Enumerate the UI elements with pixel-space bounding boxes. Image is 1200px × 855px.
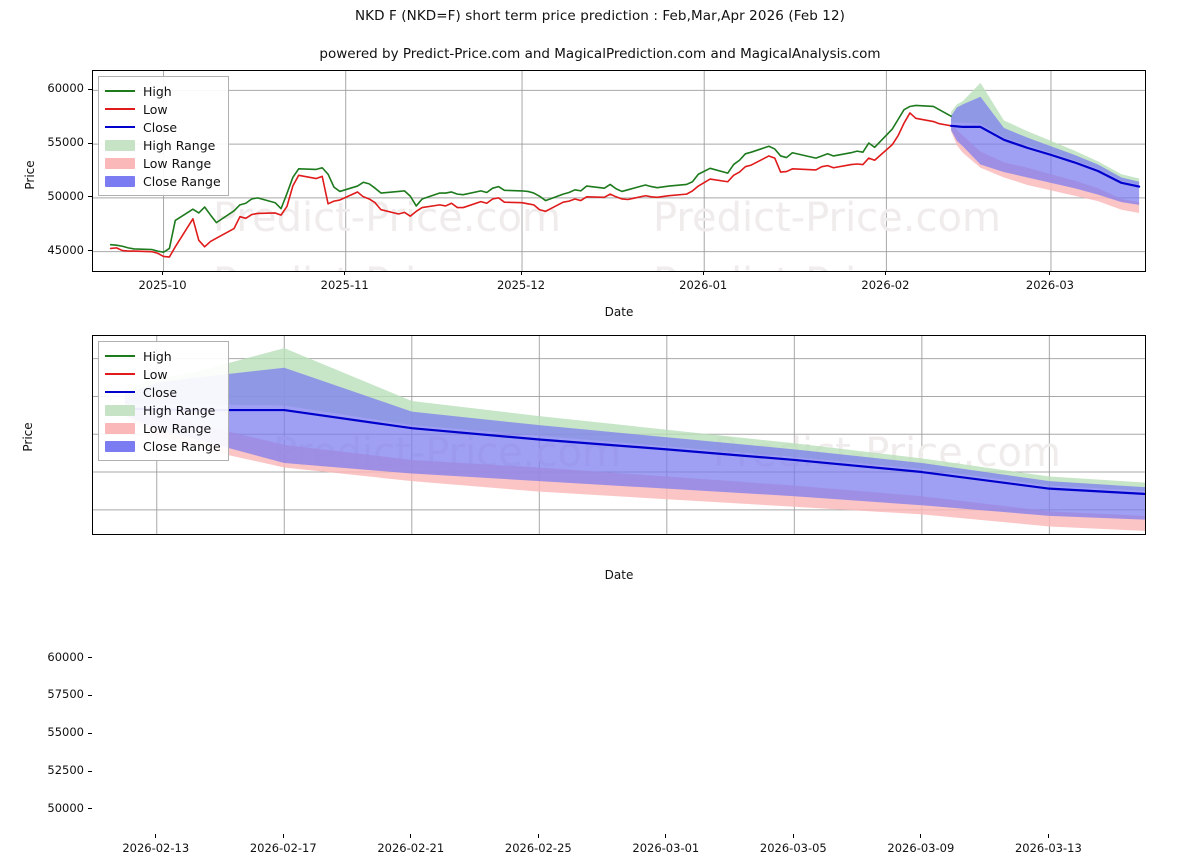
legend-label: Low [143, 366, 168, 382]
zoom-legend-item: Close [105, 383, 221, 401]
x-tick-label: 2026-03-13 [1014, 841, 1082, 855]
overview-legend-item: Close [105, 118, 221, 136]
x-tick-label: 2026-02-17 [249, 841, 317, 855]
x-tick-label: 2026-02 [861, 278, 910, 292]
legend-swatch-patch-icon [105, 175, 135, 187]
svg-text:Predict-Price.com: Predict-Price.com [653, 260, 1001, 271]
overview-legend-item: High Range [105, 136, 221, 154]
svg-text:Predict-Price.com: Predict-Price.com [213, 195, 561, 241]
zoom-legend-item: Low [105, 365, 221, 383]
x-tick-label: 2025-12 [496, 278, 546, 292]
overview-plot-area: Predict-Price.com Predict-Price.com Predic… [92, 70, 1146, 272]
x-tick-mark [282, 834, 284, 838]
zoom-legend-item: High Range [105, 401, 221, 419]
legend-swatch-line-icon [105, 386, 135, 398]
overview-x-axis-label: Date [604, 305, 634, 319]
svg-text:Predict-Price.com: Predict-Price.com [213, 260, 561, 271]
overview-legend-item: Low Range [105, 154, 221, 172]
legend-label: Low Range [143, 420, 212, 436]
legend-label: Close Range [143, 173, 221, 189]
y-tick-mark [88, 694, 92, 696]
zoom-chart-panel: Price Date Predict-Price.comPredict-Pric… [0, 300, 1200, 855]
overview-legend-item: Close Range [105, 172, 221, 190]
y-tick-mark [88, 732, 92, 734]
x-tick-mark [702, 271, 704, 275]
legend-swatch-patch-icon [105, 440, 135, 452]
legend-swatch-line-icon [105, 103, 135, 115]
x-tick-label: 2026-01 [679, 278, 728, 292]
legend-swatch-line-icon [105, 350, 135, 362]
legend-swatch-patch-icon [105, 404, 135, 416]
page-title: NKD F (NKD=F) short term price predictio… [354, 8, 846, 24]
legend-label: High Range [143, 137, 216, 153]
y-tick-label: 60000 [47, 81, 84, 96]
zoom-x-axis-label: Date [604, 568, 634, 582]
zoom-legend: High Low Close High Range Low Range Close Ran… [98, 341, 229, 461]
zoom-legend-item: Low Range [105, 419, 221, 437]
legend-swatch-patch-icon [105, 157, 135, 169]
x-tick-mark [884, 271, 886, 275]
y-tick-label: 55000 [47, 135, 84, 150]
x-tick-label: 2026-03 [1025, 278, 1074, 292]
zoom-legend-item: Close Range [105, 437, 221, 455]
x-tick-mark [920, 834, 922, 838]
y-tick-mark [88, 770, 92, 772]
y-tick-label: 60000 [47, 649, 84, 664]
y-tick-mark [88, 196, 92, 198]
x-tick-label: 2026-02-21 [377, 841, 445, 855]
y-tick-mark [88, 808, 92, 810]
legend-label: High [143, 348, 172, 364]
x-tick-label: 2026-03-01 [632, 841, 700, 855]
y-tick-label: 52500 [47, 763, 84, 778]
y-tick-mark [88, 88, 92, 90]
x-tick-label: 2026-03-05 [759, 841, 827, 855]
x-tick-mark [155, 834, 157, 838]
x-tick-mark [1049, 271, 1051, 275]
x-tick-mark [410, 834, 412, 838]
legend-swatch-patch-icon [105, 422, 135, 434]
legend-label: High [143, 83, 172, 99]
legend-label: Close [143, 384, 178, 400]
svg-text:Predict-Price.com: Predict-Price.com [653, 195, 1001, 241]
x-tick-label: 2025-10 [138, 278, 187, 292]
y-tick-label: 50000 [47, 188, 84, 203]
x-tick-label: 2026-02-13 [122, 841, 190, 855]
legend-swatch-line-icon [105, 85, 135, 97]
x-tick-mark [537, 834, 539, 838]
y-tick-label: 50000 [47, 800, 84, 815]
y-tick-mark [88, 250, 92, 252]
overview-legend-item: High [105, 82, 221, 100]
x-tick-mark [520, 271, 522, 275]
x-tick-mark [1047, 834, 1049, 838]
y-tick-label: 57500 [47, 687, 84, 702]
y-tick-mark [88, 657, 92, 659]
legend-label: Close Range [143, 438, 221, 454]
y-tick-label: 45000 [47, 242, 84, 257]
page-subtitle: powered by Predict-Price.com and Magical… [319, 46, 881, 62]
overview-chart-panel: Price Date Predict-Price.com Predict-Pric… [0, 0, 1200, 319]
legend-swatch-line-icon [105, 121, 135, 133]
legend-swatch-patch-icon [105, 139, 135, 151]
y-tick-label: 55000 [47, 725, 84, 740]
zoom-legend-item: High [105, 347, 221, 365]
zoom-y-axis-label: Price [21, 422, 35, 452]
x-tick-label: 2026-02-25 [504, 841, 572, 855]
legend-label: High Range [143, 402, 216, 418]
overview-legend: High Low Close High Range Low Range Close Ran… [98, 76, 229, 196]
x-tick-label: 2026-03-09 [887, 841, 955, 855]
y-tick-mark [88, 142, 92, 144]
legend-label: Low Range [143, 155, 212, 171]
overview-legend-item: Low [105, 100, 221, 118]
x-tick-label: 2025-11 [320, 278, 369, 292]
x-tick-mark [665, 834, 667, 838]
x-tick-mark [162, 271, 164, 275]
x-tick-mark [792, 834, 794, 838]
legend-label: Close [143, 119, 178, 135]
x-tick-mark [344, 271, 346, 275]
legend-swatch-line-icon [105, 368, 135, 380]
legend-label: Low [143, 101, 168, 117]
